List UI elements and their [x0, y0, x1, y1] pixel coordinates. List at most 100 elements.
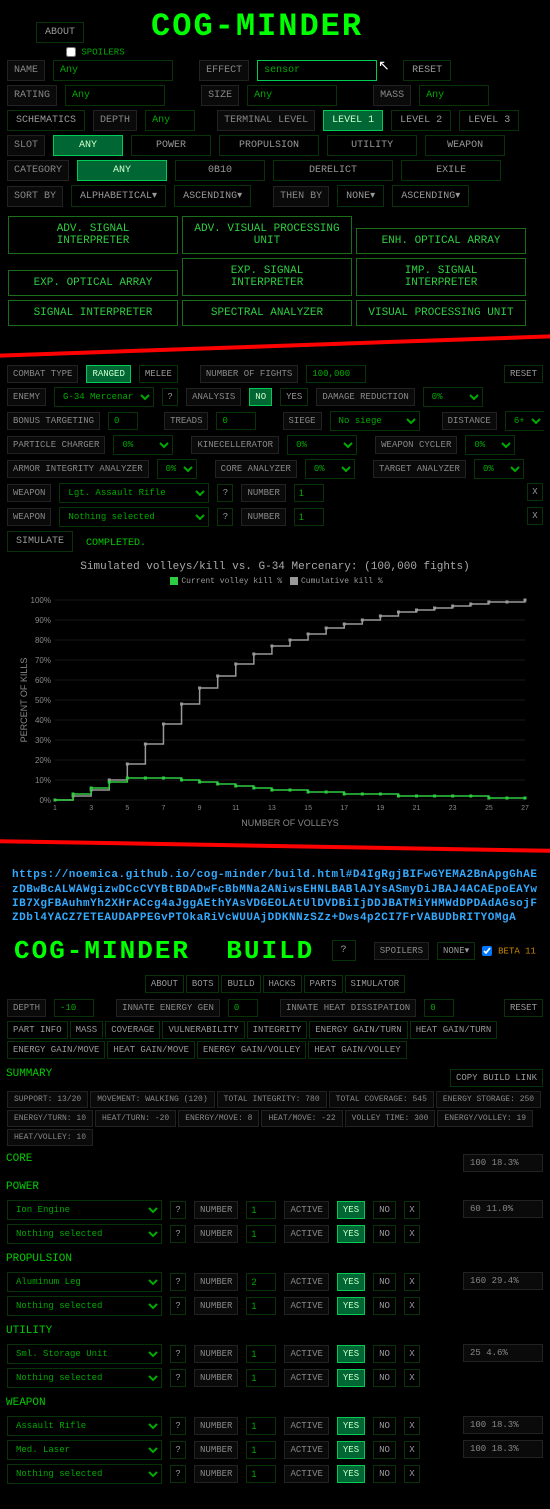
active-no[interactable]: No: [373, 1345, 396, 1363]
remove-row[interactable]: X: [404, 1417, 420, 1435]
name-input[interactable]: [53, 60, 173, 81]
weapon1-remove[interactable]: X: [527, 483, 543, 501]
tab-integrity[interactable]: Integrity: [247, 1021, 308, 1039]
remove-row[interactable]: X: [404, 1345, 420, 1363]
slot-any[interactable]: Any: [53, 135, 123, 156]
melee-button[interactable]: Melee: [139, 365, 178, 383]
active-no[interactable]: No: [373, 1417, 396, 1435]
heat-dis-input[interactable]: [424, 999, 454, 1017]
result-item[interactable]: Signal Interpreter: [8, 300, 178, 326]
rating-input[interactable]: [65, 85, 165, 106]
result-item[interactable]: Imp. Signal Interpreter: [356, 258, 526, 296]
active-no[interactable]: No: [373, 1273, 396, 1291]
part-select[interactable]: Aluminum Leg: [7, 1272, 162, 1292]
cat-exile[interactable]: Exile: [401, 160, 501, 181]
nav-hacks[interactable]: Hacks: [263, 975, 302, 993]
nav-build[interactable]: Build: [221, 975, 260, 993]
weapon1-help[interactable]: ?: [217, 484, 233, 502]
part-help[interactable]: ?: [170, 1417, 186, 1435]
fights-input[interactable]: [306, 365, 366, 383]
number-input[interactable]: [246, 1369, 276, 1387]
weapon2-remove[interactable]: X: [527, 507, 543, 525]
effect-input[interactable]: [257, 60, 377, 81]
active-no[interactable]: No: [373, 1201, 396, 1219]
part-help[interactable]: ?: [170, 1225, 186, 1243]
mass-input[interactable]: [419, 85, 489, 106]
target-select[interactable]: 0%: [474, 459, 524, 479]
tab-energy-gain-volley[interactable]: Energy gain/volley: [197, 1041, 306, 1059]
number-input[interactable]: [246, 1225, 276, 1243]
part-help[interactable]: ?: [170, 1201, 186, 1219]
cat-derelict[interactable]: Derelict: [273, 160, 393, 181]
sort-asc[interactable]: Ascending▾: [174, 185, 251, 207]
active-no[interactable]: No: [373, 1369, 396, 1387]
part-help[interactable]: ?: [170, 1345, 186, 1363]
result-item[interactable]: Exp. Signal Interpreter: [182, 258, 352, 296]
part-select[interactable]: Nothing selected: [7, 1296, 162, 1316]
particle-select[interactable]: 0%: [113, 435, 173, 455]
build-spoilers-select[interactable]: None▾: [437, 942, 475, 960]
cat-0b10[interactable]: 0b10: [175, 160, 265, 181]
part-help[interactable]: ?: [170, 1297, 186, 1315]
sim-reset[interactable]: Reset: [504, 365, 543, 383]
nav-parts[interactable]: Parts: [304, 975, 343, 993]
dmgred-select[interactable]: 0%: [423, 387, 483, 407]
slot-power[interactable]: Power: [131, 135, 211, 156]
number-input[interactable]: [246, 1417, 276, 1435]
tab-heat-gain-volley[interactable]: Heat gain/volley: [308, 1041, 406, 1059]
then-none[interactable]: None▾: [337, 185, 384, 207]
tab-coverage[interactable]: Coverage: [105, 1021, 160, 1039]
active-yes[interactable]: Yes: [337, 1345, 365, 1363]
weapon1-select[interactable]: Lgt. Assault Rifle: [59, 483, 209, 503]
tab-heat-gain-turn[interactable]: Heat gain/turn: [410, 1021, 498, 1039]
remove-row[interactable]: X: [404, 1369, 420, 1387]
weapon2-help[interactable]: ?: [217, 508, 233, 526]
result-item[interactable]: Adv. Visual Processing Unit: [182, 216, 352, 254]
nav-about[interactable]: About: [145, 975, 184, 993]
part-select[interactable]: Med. Laser: [7, 1440, 162, 1460]
analysis-no[interactable]: No: [249, 388, 272, 406]
slot-utility[interactable]: Utility: [327, 135, 417, 156]
weapon2-select[interactable]: Nothing selected: [59, 507, 209, 527]
level3-button[interactable]: Level 3: [459, 110, 519, 131]
result-item[interactable]: Adv. Signal Interpreter: [8, 216, 178, 254]
tab-mass[interactable]: Mass: [70, 1021, 104, 1039]
schematics-button[interactable]: Schematics: [7, 110, 85, 131]
slot-propulsion[interactable]: Propulsion: [219, 135, 319, 156]
nav-simulator[interactable]: Simulator: [345, 975, 406, 993]
result-item[interactable]: Spectral Analyzer: [182, 300, 352, 326]
active-yes[interactable]: Yes: [337, 1201, 365, 1219]
active-no[interactable]: No: [373, 1225, 396, 1243]
tab-vulnerability[interactable]: Vulnerability: [162, 1021, 244, 1039]
active-no[interactable]: No: [373, 1297, 396, 1315]
ranged-button[interactable]: Ranged: [86, 365, 130, 383]
enemy-select[interactable]: G-34 Mercenary: [54, 387, 154, 407]
enemy-help[interactable]: ?: [162, 388, 178, 406]
beta-checkbox[interactable]: [482, 946, 492, 956]
energy-gen-input[interactable]: [228, 999, 258, 1017]
cat-any[interactable]: Any: [77, 160, 167, 181]
number1-input[interactable]: [294, 484, 324, 502]
part-help[interactable]: ?: [170, 1273, 186, 1291]
active-yes[interactable]: Yes: [337, 1441, 365, 1459]
part-select[interactable]: Nothing selected: [7, 1464, 162, 1484]
remove-row[interactable]: X: [404, 1273, 420, 1291]
reset-button[interactable]: Reset: [403, 60, 451, 81]
active-yes[interactable]: Yes: [337, 1369, 365, 1387]
number-input[interactable]: [246, 1201, 276, 1219]
number-input[interactable]: [246, 1345, 276, 1363]
kine-select[interactable]: 0%: [287, 435, 357, 455]
active-yes[interactable]: Yes: [337, 1225, 365, 1243]
core-select[interactable]: 0%: [305, 459, 355, 479]
tab-part-info[interactable]: Part info: [7, 1021, 68, 1039]
remove-row[interactable]: X: [404, 1225, 420, 1243]
tab-energy-gain-turn[interactable]: Energy gain/turn: [309, 1021, 407, 1039]
result-item[interactable]: Exp. Optical Array: [8, 270, 178, 296]
number2-input[interactable]: [294, 508, 324, 526]
number-input[interactable]: [246, 1273, 276, 1291]
remove-row[interactable]: X: [404, 1201, 420, 1219]
about-button[interactable]: About: [36, 22, 84, 43]
then-asc[interactable]: Ascending▾: [392, 185, 469, 207]
nav-bots[interactable]: Bots: [186, 975, 220, 993]
active-yes[interactable]: Yes: [337, 1297, 365, 1315]
